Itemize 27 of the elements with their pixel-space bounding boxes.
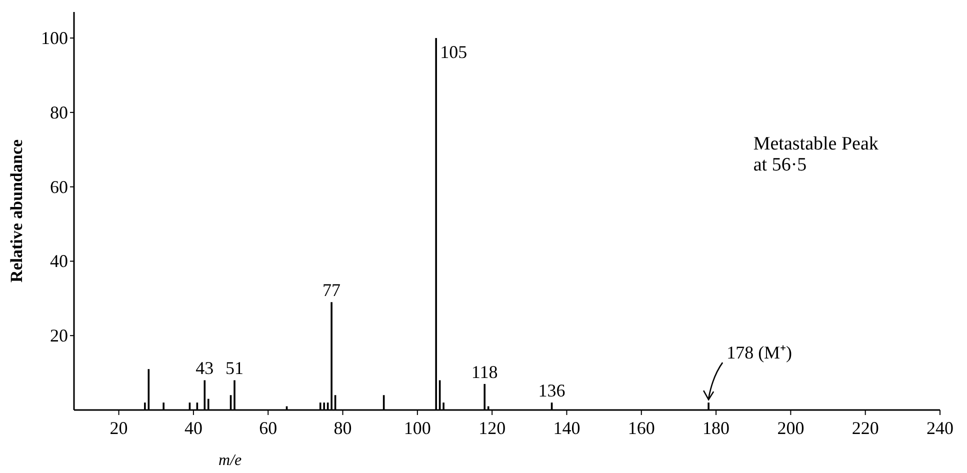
annotation: 105 bbox=[440, 42, 468, 62]
annotation: 51 bbox=[226, 358, 244, 378]
annotation: 118 bbox=[471, 362, 498, 382]
y-tick-label: 60 bbox=[50, 176, 68, 197]
x-tick-label: 20 bbox=[110, 418, 128, 438]
annotation: 178 (M⁺) bbox=[726, 342, 792, 363]
y-axis-title: Relative abundance bbox=[7, 139, 26, 283]
x-axis-title: m/e bbox=[218, 452, 242, 469]
y-tick-label: 100 bbox=[41, 28, 68, 48]
y-tick-label: 20 bbox=[50, 326, 68, 346]
x-tick-label: 220 bbox=[852, 418, 879, 438]
x-tick-label: 160 bbox=[628, 418, 655, 438]
x-tick-label: 120 bbox=[478, 418, 506, 438]
annotation: 136 bbox=[538, 380, 566, 401]
annotation: Metastable Peak at 56·5 bbox=[753, 134, 879, 176]
annotation: 43 bbox=[196, 358, 214, 378]
x-tick-label: 100 bbox=[404, 418, 431, 438]
x-tick-label: 240 bbox=[926, 418, 954, 438]
x-tick-label: 200 bbox=[777, 418, 804, 438]
y-tick-label: 80 bbox=[50, 102, 68, 122]
y-tick-label: 40 bbox=[50, 251, 68, 272]
x-tick-label: 40 bbox=[184, 418, 202, 438]
x-tick-label: 140 bbox=[553, 418, 580, 438]
x-tick-label: 80 bbox=[334, 418, 352, 438]
x-tick-label: 60 bbox=[259, 418, 278, 438]
x-tick-label: 180 bbox=[702, 418, 730, 438]
annotation: 77 bbox=[322, 280, 341, 300]
